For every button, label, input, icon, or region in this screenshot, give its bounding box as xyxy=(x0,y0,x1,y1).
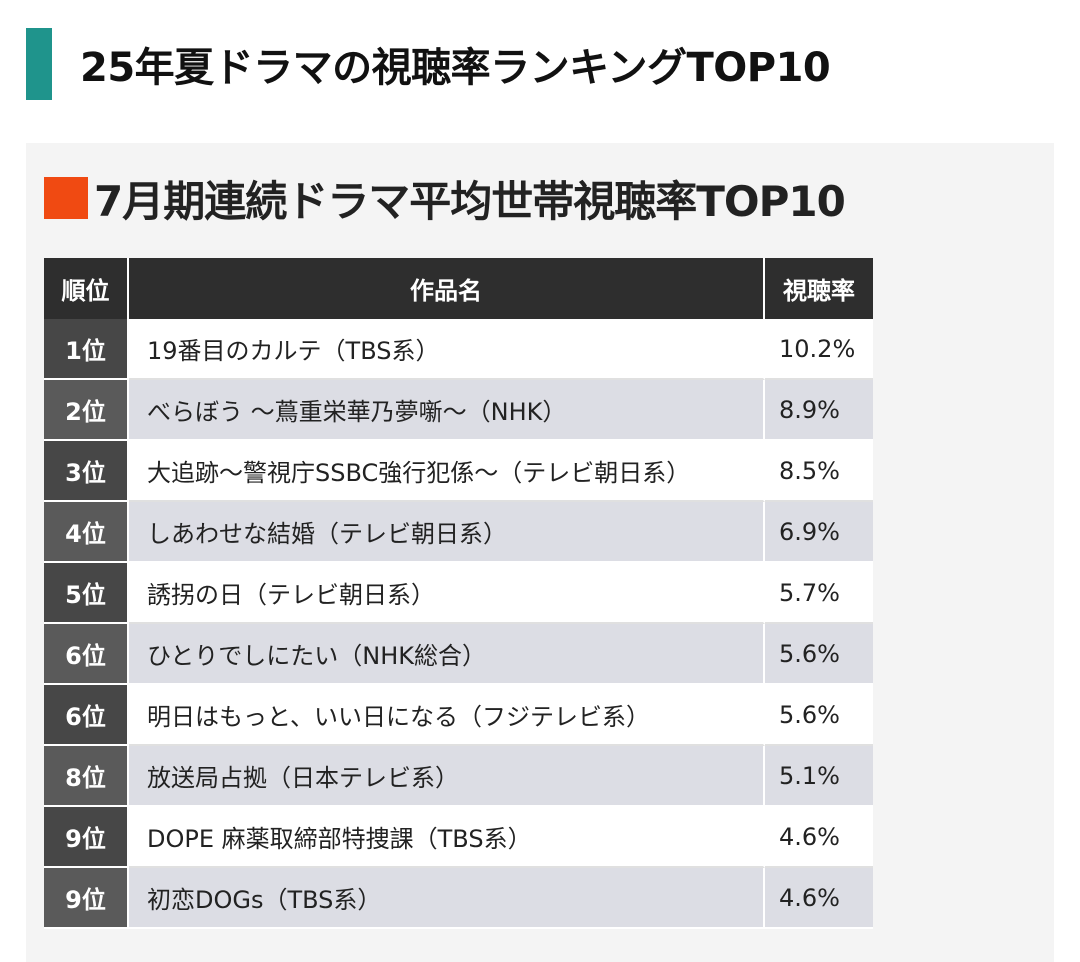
page-title: 25年夏ドラマの視聴率ランキングTOP10 xyxy=(80,45,831,91)
table-row: 5位 誘拐の日（テレビ朝日系） 5.7% xyxy=(44,563,873,624)
ranking-table-body: 1位 19番目のカルテ（TBS系） 10.2% 2位 べらぼう ～蔦重栄華乃夢噺～（NH… xyxy=(44,319,873,929)
rate-cell: 5.7% xyxy=(765,563,873,624)
rate-column-header: 視聴率 xyxy=(765,258,873,319)
rank-cell: 9位 xyxy=(44,868,129,929)
rate-cell: 8.9% xyxy=(765,380,873,441)
rate-cell: 5.6% xyxy=(765,685,873,746)
table-row: 3位 大追跡～警視庁SSBC強行犯係～（テレビ朝日系） 8.5% xyxy=(44,441,873,502)
rank-cell: 4位 xyxy=(44,502,129,563)
title-cell: 初恋DOGs（TBS系） xyxy=(129,868,765,929)
ranking-card: 7月期連続ドラマ平均世帯視聴率TOP10 順位 作品名 視聴率 1位 19番目のカ… xyxy=(26,143,1054,962)
table-row: 6位 ひとりでしにたい（NHK総合） 5.6% xyxy=(44,624,873,685)
table-row: 1位 19番目のカルテ（TBS系） 10.2% xyxy=(44,319,873,380)
title-column-header: 作品名 xyxy=(129,258,765,319)
title-cell: ひとりでしにたい（NHK総合） xyxy=(129,624,765,685)
title-cell: 放送局占拠（日本テレビ系） xyxy=(129,746,765,807)
title-cell: しあわせな結婚（テレビ朝日系） xyxy=(129,502,765,563)
title-cell: 明日はもっと、いい日になる（フジテレビ系） xyxy=(129,685,765,746)
table-row: 9位 DOPE 麻薬取締部特捜課（TBS系） 4.6% xyxy=(44,807,873,868)
rank-cell: 9位 xyxy=(44,807,129,868)
card-accent-square xyxy=(44,177,88,219)
rank-cell: 5位 xyxy=(44,563,129,624)
card-title: 7月期連続ドラマ平均世帯視聴率TOP10 xyxy=(94,176,846,226)
rank-cell: 3位 xyxy=(44,441,129,502)
card-heading: 7月期連続ドラマ平均世帯視聴率TOP10 xyxy=(44,173,846,226)
rate-cell: 8.5% xyxy=(765,441,873,502)
rank-cell: 1位 xyxy=(44,319,129,380)
rate-cell: 10.2% xyxy=(765,319,873,380)
rate-cell: 4.6% xyxy=(765,868,873,929)
rate-cell: 6.9% xyxy=(765,502,873,563)
rank-cell: 6位 xyxy=(44,685,129,746)
table-header-row: 順位 作品名 視聴率 xyxy=(44,258,873,319)
table-row: 9位 初恋DOGs（TBS系） 4.6% xyxy=(44,868,873,929)
page-heading: 25年夏ドラマの視聴率ランキングTOP10 xyxy=(26,28,831,100)
title-cell: DOPE 麻薬取締部特捜課（TBS系） xyxy=(129,807,765,868)
table-row: 6位 明日はもっと、いい日になる（フジテレビ系） 5.6% xyxy=(44,685,873,746)
table-row: 4位 しあわせな結婚（テレビ朝日系） 6.9% xyxy=(44,502,873,563)
table-row: 8位 放送局占拠（日本テレビ系） 5.1% xyxy=(44,746,873,807)
ranking-table: 順位 作品名 視聴率 1位 19番目のカルテ（TBS系） 10.2% 2位 べらぼう ～… xyxy=(44,258,873,929)
heading-accent-bar xyxy=(26,28,52,100)
rate-cell: 5.6% xyxy=(765,624,873,685)
title-cell: べらぼう ～蔦重栄華乃夢噺～（NHK） xyxy=(129,380,765,441)
rate-cell: 5.1% xyxy=(765,746,873,807)
title-cell: 誘拐の日（テレビ朝日系） xyxy=(129,563,765,624)
rank-cell: 6位 xyxy=(44,624,129,685)
rank-cell: 8位 xyxy=(44,746,129,807)
title-cell: 19番目のカルテ（TBS系） xyxy=(129,319,765,380)
rate-cell: 4.6% xyxy=(765,807,873,868)
rank-column-header: 順位 xyxy=(44,258,129,319)
title-cell: 大追跡～警視庁SSBC強行犯係～（テレビ朝日系） xyxy=(129,441,765,502)
rank-cell: 2位 xyxy=(44,380,129,441)
table-row: 2位 べらぼう ～蔦重栄華乃夢噺～（NHK） 8.9% xyxy=(44,380,873,441)
